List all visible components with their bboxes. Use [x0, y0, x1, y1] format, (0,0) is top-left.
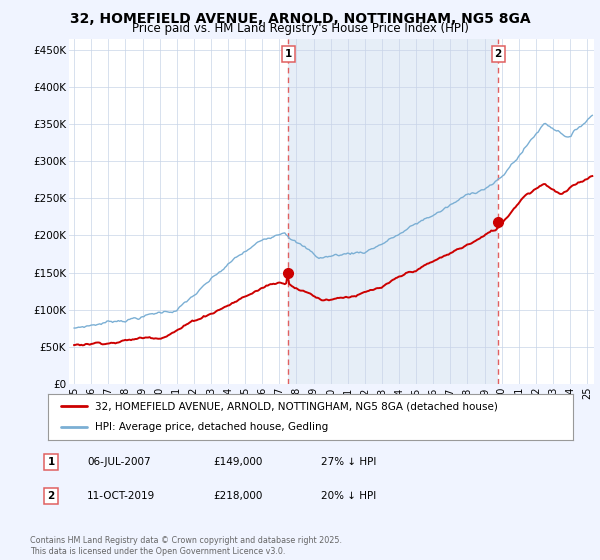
Text: 32, HOMEFIELD AVENUE, ARNOLD, NOTTINGHAM, NG5 8GA: 32, HOMEFIELD AVENUE, ARNOLD, NOTTINGHAM…	[70, 12, 530, 26]
Text: 27% ↓ HPI: 27% ↓ HPI	[321, 457, 376, 467]
Text: 20% ↓ HPI: 20% ↓ HPI	[321, 491, 376, 501]
Text: HPI: Average price, detached house, Gedling: HPI: Average price, detached house, Gedl…	[95, 422, 329, 432]
Text: Price paid vs. HM Land Registry's House Price Index (HPI): Price paid vs. HM Land Registry's House …	[131, 22, 469, 35]
Text: 2: 2	[494, 49, 502, 59]
Text: Contains HM Land Registry data © Crown copyright and database right 2025.
This d: Contains HM Land Registry data © Crown c…	[30, 536, 342, 556]
Text: 2: 2	[47, 491, 55, 501]
Text: 1: 1	[47, 457, 55, 467]
Text: 06-JUL-2007: 06-JUL-2007	[87, 457, 151, 467]
Text: £149,000: £149,000	[213, 457, 262, 467]
Text: 1: 1	[284, 49, 292, 59]
Text: 11-OCT-2019: 11-OCT-2019	[87, 491, 155, 501]
Text: £218,000: £218,000	[213, 491, 262, 501]
Bar	[288, 39, 498, 384]
Text: 32, HOMEFIELD AVENUE, ARNOLD, NOTTINGHAM, NG5 8GA (detached house): 32, HOMEFIELD AVENUE, ARNOLD, NOTTINGHAM…	[95, 401, 498, 411]
